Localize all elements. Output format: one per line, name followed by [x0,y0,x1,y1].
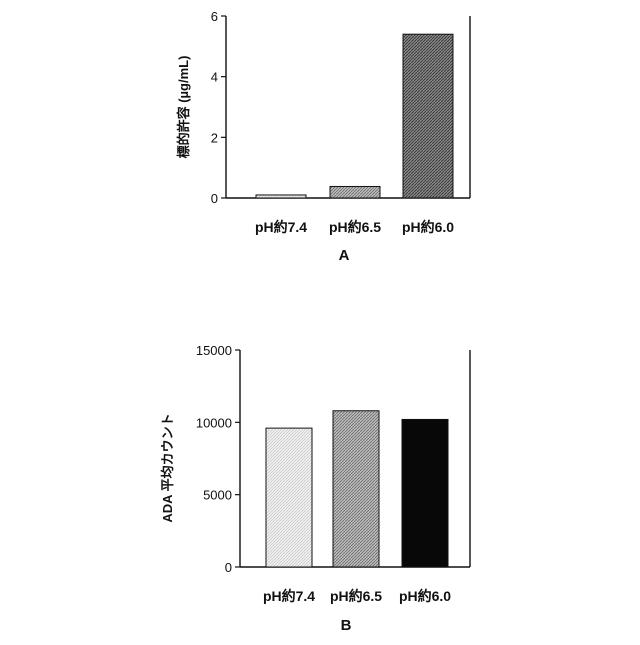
panel-b-y-tick-label: 0 [225,560,232,575]
panel-a-category-labels: pH約7.4 pH約6.5 pH約6.0 [255,219,454,235]
panel-a-bar [330,186,380,198]
panel-a-y-tick-label: 2 [211,130,218,145]
panel-b-y-ticks: 0 5000 10000 15000 [196,343,240,575]
panel-b-y-tick-label: 15000 [196,343,232,358]
panel-b-category-label: pH約7.4 [263,588,315,604]
panel-b-y-tick-label: 5000 [203,488,232,503]
panel-b-category-label: pH約6.5 [330,588,382,604]
panel-a-category-label: pH約6.5 [329,219,381,235]
panel-b-y-tick-label: 10000 [196,415,232,430]
panel-b-category-label: pH約6.0 [399,588,451,604]
panel-b-category-labels: pH約7.4 pH約6.5 pH約6.0 [263,588,451,604]
panel-a-y-axis-label: 標的許容 (µg/mL) [176,56,191,159]
panel-b-y-axis-label: ADA 平均カウント [160,413,175,522]
panel-a-bar [403,34,453,198]
panel-a-y-tick-label: 0 [211,191,218,206]
panel-a-category-label: pH約6.0 [402,219,454,235]
panel-b-label: B [341,617,352,634]
panel-a: 0 2 4 6 pH約7.4 pH約6.5 pH約6.0 標的許容 (µg/mL) A [176,9,470,264]
panel-b-bar [266,428,312,567]
panel-b-bars [266,411,448,567]
panel-b-bar [333,411,379,567]
panel-a-bars [256,34,453,198]
panel-a-y-tick-label: 6 [211,9,218,24]
panel-a-label: A [339,247,350,264]
panel-a-bar [256,195,306,198]
panel-a-category-label: pH約7.4 [255,219,307,235]
panel-b: 0 5000 10000 15000 pH約7.4 pH約6.5 pH約6.0 ADA 平… [160,343,470,634]
panel-a-y-ticks: 0 2 4 6 [211,9,226,206]
panel-b-bar [402,419,448,567]
panel-a-y-tick-label: 4 [211,70,218,85]
